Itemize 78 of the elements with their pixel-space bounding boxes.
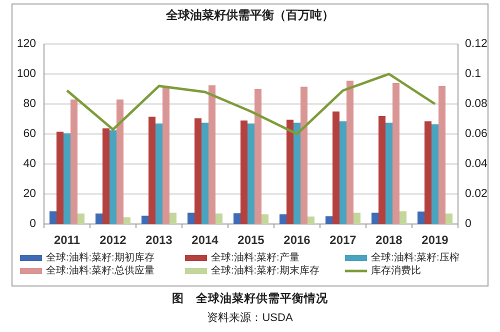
- bar: [156, 124, 162, 224]
- x-tick-label: 2017: [330, 233, 357, 248]
- y2-tick-label: 0.06: [465, 128, 488, 140]
- bar: [346, 80, 354, 224]
- bar: [432, 124, 438, 224]
- legend-label: 库存消费比: [371, 264, 421, 277]
- bar: [148, 116, 156, 224]
- bar: [96, 214, 102, 224]
- x-tick-label: 2019: [422, 233, 449, 248]
- bar: [392, 83, 400, 224]
- x-tick-label: 2015: [238, 233, 265, 248]
- bar: [234, 213, 240, 224]
- legend-label: 全球:油料:菜籽:期末库存: [211, 264, 320, 277]
- y-tick-label: 60: [23, 128, 36, 140]
- y2-tick-label: 0.02: [465, 188, 488, 200]
- bar: [142, 216, 148, 224]
- bar: [400, 211, 406, 224]
- bar: [70, 100, 78, 224]
- bar: [124, 217, 130, 224]
- bar: [386, 122, 392, 224]
- bar: [332, 112, 340, 224]
- text: 资料来源：USDA: [207, 310, 294, 324]
- bar: [294, 122, 300, 224]
- x-tick-label: 2016: [284, 233, 311, 248]
- bar: [216, 214, 222, 224]
- y-tick-label: 40: [23, 158, 36, 170]
- legend-label: 全球:油料:菜籽:期初库存: [46, 252, 154, 264]
- bar: [262, 214, 268, 224]
- legend-label: 全球:油料:菜籽:总供应量: [46, 264, 154, 277]
- x-tick-label: 2011: [54, 233, 80, 248]
- bar: [372, 212, 378, 224]
- legend-label: 全球:油料:菜籽:产量: [211, 252, 300, 264]
- bar: [308, 216, 314, 224]
- y-tick-label: 120: [16, 38, 36, 50]
- y2-tick-label: 0.1: [465, 68, 481, 80]
- bar: [300, 86, 308, 224]
- bar: [418, 212, 424, 224]
- bar: [354, 212, 360, 224]
- y-tick-label: 0: [30, 218, 36, 230]
- bar: [248, 124, 254, 224]
- bar: [188, 212, 194, 224]
- line-series: [66, 72, 436, 136]
- bar: [378, 116, 386, 224]
- bar: [170, 212, 176, 224]
- bar: [50, 211, 56, 224]
- bar: [326, 216, 332, 224]
- bar: [424, 121, 432, 224]
- y-tick-label: 20: [23, 188, 36, 200]
- bar: [446, 214, 452, 224]
- bar: [208, 85, 216, 224]
- y2-tick-label: 0.12: [465, 38, 488, 50]
- bar: [286, 120, 294, 224]
- bar: [202, 122, 208, 224]
- bar: [116, 100, 124, 224]
- bar: [340, 121, 346, 224]
- bar: [64, 133, 70, 224]
- x-tick-label: 2014: [192, 233, 219, 248]
- bar: [102, 128, 110, 224]
- bar: [110, 130, 116, 224]
- bar: [240, 120, 248, 224]
- text: 图 全球油菜籽供需平衡情况: [172, 291, 329, 306]
- chart-title: 全球油菜籽供需平衡（百万吨）: [165, 8, 334, 22]
- y-tick-label: 80: [23, 98, 36, 110]
- x-tick-label: 2018: [376, 233, 403, 248]
- bar: [162, 88, 170, 224]
- y2-tick-label: 0.04: [465, 158, 488, 170]
- bar: [78, 214, 84, 224]
- bar: [438, 86, 446, 224]
- y-tick-label: 100: [16, 68, 36, 80]
- legend-label: 全球:油料:菜籽:压榨: [371, 252, 460, 264]
- bar: [194, 118, 202, 224]
- bar: [56, 132, 64, 224]
- bar: [254, 89, 262, 224]
- y2-tick-label: 0.08: [465, 98, 488, 110]
- x-tick-label: 2013: [146, 233, 173, 248]
- y2-tick-label: 0: [465, 218, 472, 230]
- x-tick-label: 2012: [100, 233, 127, 248]
- bar: [280, 214, 286, 224]
